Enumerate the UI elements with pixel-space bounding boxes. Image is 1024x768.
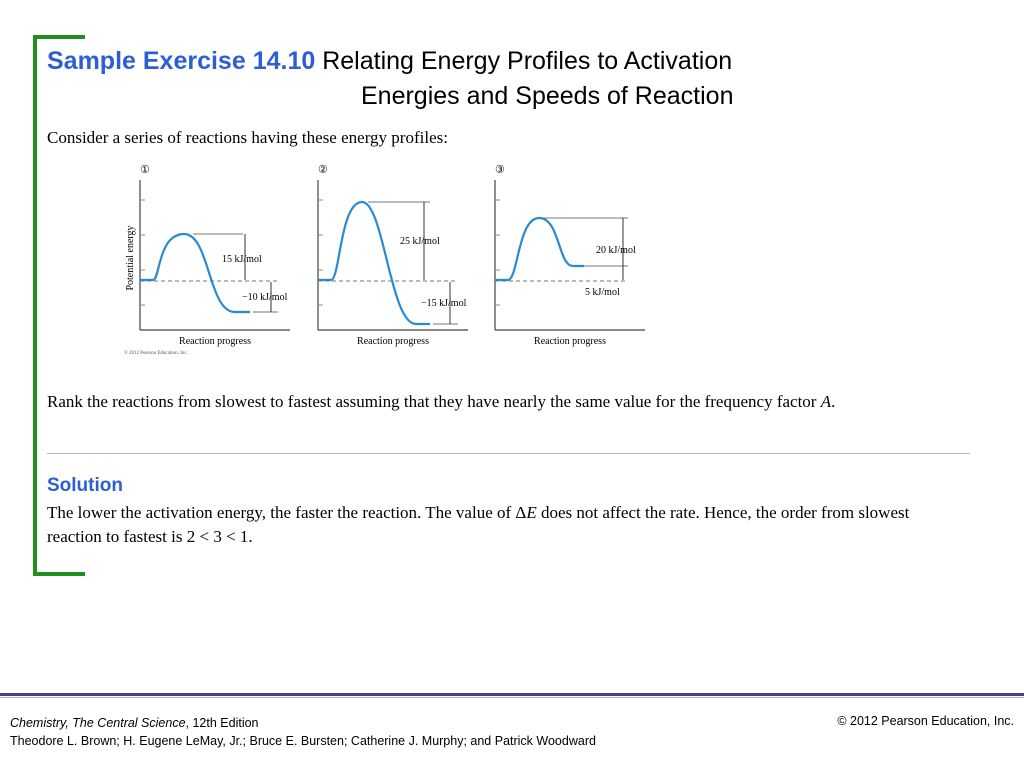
slide-title: Sample Exercise 14.10 Relating Energy Pr… bbox=[47, 44, 947, 110]
question-var: A bbox=[820, 392, 832, 411]
question-end: . bbox=[831, 392, 836, 411]
intro-text: Consider a series of reactions having th… bbox=[47, 128, 448, 147]
panel-2-ea-label: 25 kJ/mol bbox=[400, 236, 440, 247]
figure-copyright: © 2012 Pearson Education, Inc. bbox=[124, 350, 188, 356]
panel-2-curve bbox=[318, 200, 430, 326]
panel-3-de-label: 5 kJ/mol bbox=[585, 287, 620, 298]
solution-var: E bbox=[526, 503, 537, 522]
panel-3: ③ 20 kJ/mol 5 kJ/mol Reaction progress bbox=[494, 164, 645, 347]
panel-2-x-label: Reaction progress bbox=[357, 336, 429, 347]
panel-3-curve bbox=[495, 216, 584, 282]
title-line2: Energies and Speeds of Reaction bbox=[361, 82, 734, 110]
panel-2: ② 25 kJ/mol −15 kJ/mol Reaction progress bbox=[317, 164, 468, 347]
footer-rule-light bbox=[0, 697, 1024, 698]
panel-3-number: ③ bbox=[495, 164, 505, 176]
title-line1: Relating Energy Profiles to Activation bbox=[322, 47, 733, 75]
question-body: Rank the reactions from slowest to faste… bbox=[47, 392, 821, 411]
footer-authors: Theodore L. Brown; H. Eugene LeMay, Jr.;… bbox=[10, 734, 596, 748]
footer-book-line: Chemistry, The Central Science, 12th Edi… bbox=[10, 714, 596, 732]
panel-3-x-label: Reaction progress bbox=[534, 336, 606, 347]
solution-heading: Solution bbox=[47, 475, 123, 496]
footer-copyright: © 2012 Pearson Education, Inc. bbox=[837, 714, 1014, 728]
panel-2-de-label: −15 kJ/mol bbox=[421, 298, 467, 309]
panel-3-ea-label: 20 kJ/mol bbox=[596, 245, 636, 256]
panel-1-x-label: Reaction progress bbox=[179, 336, 251, 347]
footer-citation: Chemistry, The Central Science, 12th Edi… bbox=[10, 714, 596, 750]
title-prefix: Sample Exercise 14.10 bbox=[47, 47, 316, 75]
solution-part-1: The lower the activation energy, the fas… bbox=[47, 503, 527, 522]
solution-text: The lower the activation energy, the fas… bbox=[47, 501, 917, 549]
panel-1: ① Potential energy 15 kJ/mol −10 kJ/mol … bbox=[125, 164, 290, 347]
solution-part-2: does not affect the rate. Hence, the ord… bbox=[47, 503, 910, 546]
question-text: Rank the reactions from slowest to faste… bbox=[47, 390, 917, 413]
panel-1-ea-label: 15 kJ/mol bbox=[222, 254, 262, 265]
panel-1-curve bbox=[140, 232, 250, 314]
energy-profiles-figure: ① Potential energy 15 kJ/mol −10 kJ/mol … bbox=[124, 164, 645, 356]
footer-rule bbox=[0, 693, 1024, 696]
slide-bracket bbox=[33, 35, 85, 576]
divider bbox=[47, 453, 970, 454]
footer-book: Chemistry, The Central Science bbox=[10, 716, 186, 730]
y-axis-label: Potential energy bbox=[125, 225, 136, 290]
panel-1-number: ① bbox=[140, 164, 150, 176]
panel-2-number: ② bbox=[318, 164, 328, 176]
footer-edition: , 12th Edition bbox=[185, 716, 259, 730]
panel-1-de-label: −10 kJ/mol bbox=[242, 292, 288, 303]
